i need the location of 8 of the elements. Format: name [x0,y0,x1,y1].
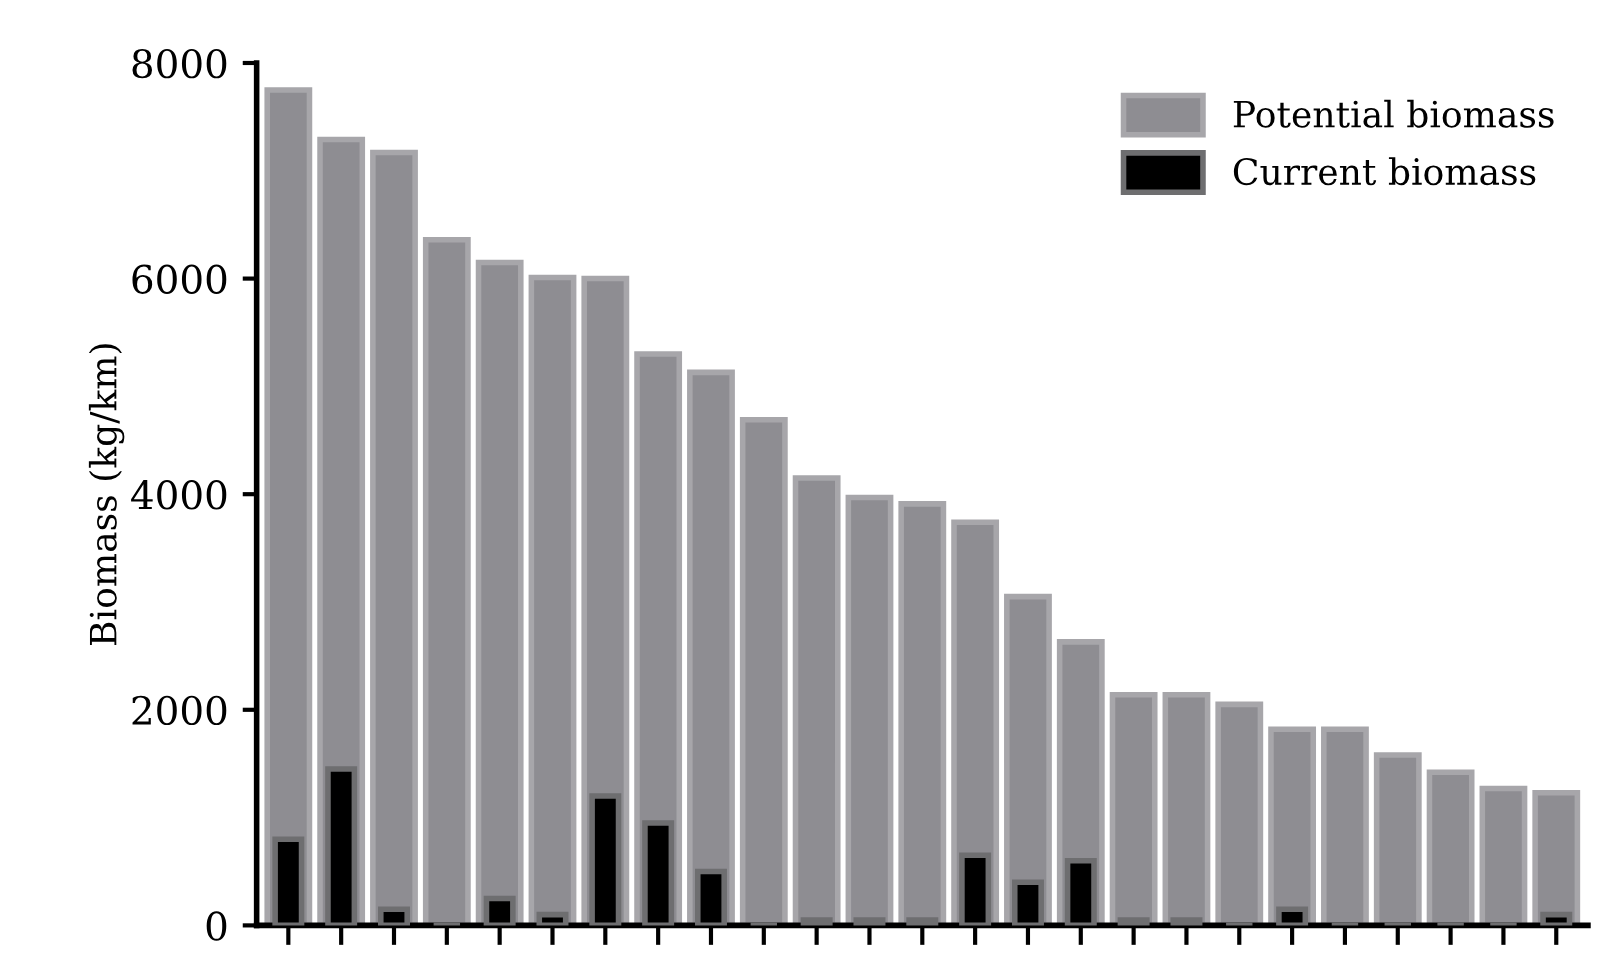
legend-label: Potential biomass [1233,99,1554,128]
y-axis-title: Biomass (kg/km) [88,344,125,645]
y-tick-label: 8000 [132,48,227,79]
y-tick-label: 4000 [131,480,227,510]
y-tick-label: 6000 [132,264,227,294]
y-tick-label: 2000 [132,695,227,726]
y-tick-label: 0 [206,911,227,941]
legend-label: Current biomass [1233,157,1536,186]
